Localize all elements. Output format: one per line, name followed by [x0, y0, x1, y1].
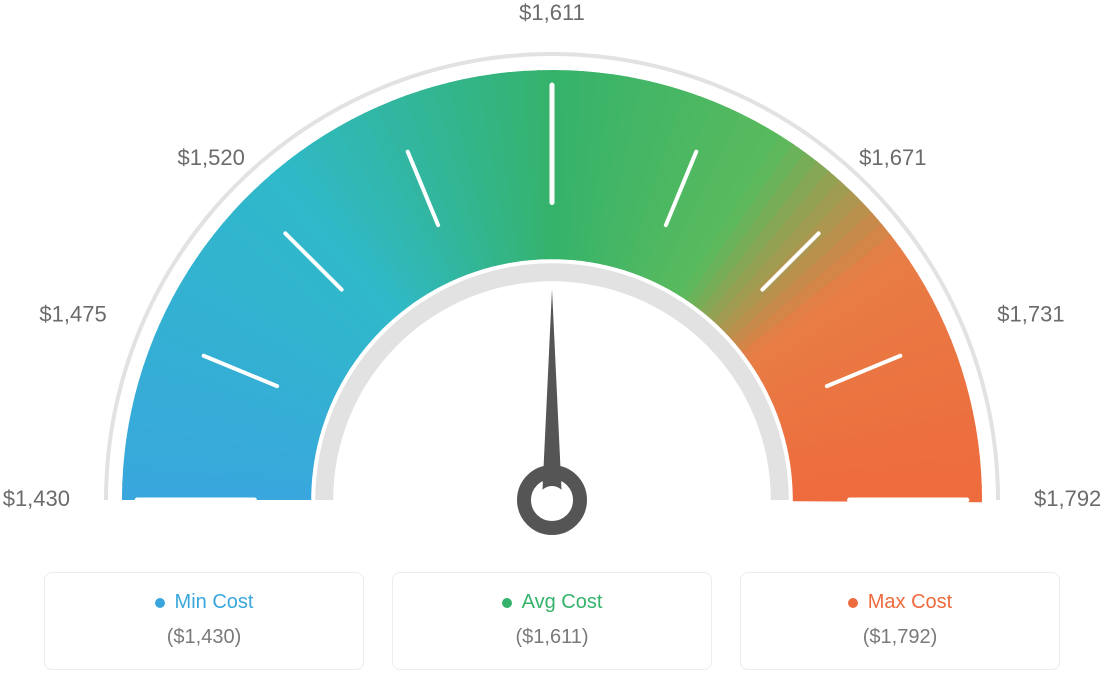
svg-text:$1,671: $1,671 [859, 145, 926, 170]
svg-text:$1,475: $1,475 [39, 301, 106, 326]
legend-card-avg: Avg Cost ($1,611) [392, 572, 712, 670]
svg-text:$1,520: $1,520 [178, 145, 245, 170]
gauge-svg: $1,430 $1,475 $1,520 $1,611 $1,671 $1,731 $1,7… [0, 0, 1104, 560]
legend-label-max: Max Cost [868, 591, 952, 614]
legend-value-min: ($1,430) [65, 626, 343, 649]
legend-row: Min Cost ($1,430) Avg Cost ($1,611) Max … [0, 560, 1104, 700]
svg-text:$1,611: $1,611 [519, 0, 585, 25]
legend-dot-avg [502, 598, 512, 608]
legend-title-max: Max Cost [848, 591, 952, 614]
legend-card-max: Max Cost ($1,792) [740, 572, 1060, 670]
legend-title-avg: Avg Cost [502, 591, 603, 614]
legend-title-min: Min Cost [155, 591, 254, 614]
legend-dot-max [848, 598, 858, 608]
legend-value-max: ($1,792) [761, 626, 1039, 649]
svg-text:$1,731: $1,731 [997, 301, 1064, 326]
svg-text:$1,430: $1,430 [3, 486, 70, 511]
legend-label-avg: Avg Cost [522, 591, 603, 614]
legend-value-avg: ($1,611) [413, 626, 691, 649]
gauge-chart: $1,430 $1,475 $1,520 $1,611 $1,671 $1,731 $1,7… [0, 0, 1104, 560]
svg-text:$1,792: $1,792 [1034, 486, 1101, 511]
legend-dot-min [155, 598, 165, 608]
legend-card-min: Min Cost ($1,430) [44, 572, 364, 670]
legend-label-min: Min Cost [175, 591, 254, 614]
